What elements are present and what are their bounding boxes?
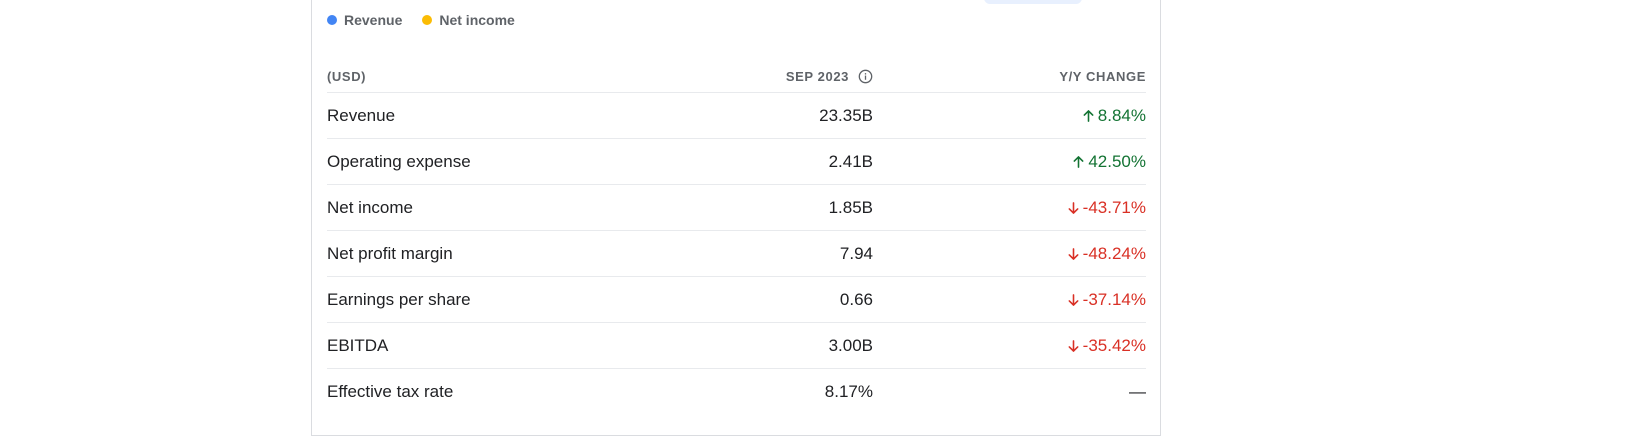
chart-legend: Revenue Net income	[327, 12, 515, 28]
row-label: Net income	[327, 197, 413, 217]
header-period: SEP 2023	[785, 69, 849, 84]
row-value: 0.66	[839, 289, 873, 309]
row-change: -43.71%	[1067, 198, 1146, 218]
arrow-down-icon	[1068, 293, 1079, 306]
row-value: 7.94	[839, 243, 873, 263]
row-value: 23.35B	[819, 105, 873, 125]
period-toggle-button[interactable]	[984, 0, 1082, 4]
row-label: Revenue	[327, 105, 396, 125]
table-row-ebitda: EBITDA 3.00B -35.42%	[327, 323, 1146, 369]
row-label: Earnings per share	[327, 289, 471, 309]
legend-label-revenue: Revenue	[344, 12, 403, 28]
revenue-dot-icon	[327, 15, 337, 25]
header-currency: (USD)	[327, 69, 367, 84]
info-icon[interactable]	[858, 69, 873, 84]
row-change: 42.50%	[1072, 152, 1146, 172]
legend-item-net-income[interactable]: Net income	[422, 12, 515, 28]
row-change-value: 42.50%	[1088, 151, 1146, 171]
row-label: Net profit margin	[327, 243, 453, 263]
row-label: Effective tax rate	[327, 381, 454, 401]
row-change: 8.84%	[1082, 106, 1146, 126]
row-value: 3.00B	[828, 335, 873, 355]
table-row-net-income: Net income 1.85B -43.71%	[327, 185, 1146, 231]
row-label: EBITDA	[327, 335, 389, 355]
table-row-revenue: Revenue 23.35B 8.84%	[327, 93, 1146, 139]
row-value: 8.17%	[824, 381, 873, 401]
row-value: 2.41B	[828, 151, 873, 171]
row-change-value: -48.24%	[1082, 243, 1146, 263]
header-change: Y/Y CHANGE	[1059, 69, 1146, 84]
row-change-value: -43.71%	[1082, 197, 1146, 217]
row-change: -37.14%	[1067, 290, 1146, 310]
row-change: -48.24%	[1067, 244, 1146, 264]
net-income-dot-icon	[422, 15, 433, 25]
row-change: —	[1129, 382, 1146, 402]
row-change: -35.42%	[1067, 336, 1146, 356]
row-change-value: -35.42%	[1082, 335, 1146, 355]
table-row-operating-expense: Operating expense 2.41B 42.50%	[327, 139, 1146, 185]
table-row-earnings-per-share: Earnings per share 0.66 -37.14%	[327, 277, 1146, 323]
legend-item-revenue[interactable]: Revenue	[327, 12, 402, 28]
row-change-value: -37.14%	[1082, 289, 1146, 309]
financials-table: (USD) SEP 2023 Y/Y CHANGE Revenue 23.35B 8…	[327, 56, 1146, 414]
arrow-up-icon	[1083, 109, 1094, 122]
table-header: (USD) SEP 2023 Y/Y CHANGE	[327, 56, 1146, 93]
arrow-down-icon	[1068, 247, 1079, 260]
row-change-value: —	[1129, 381, 1146, 401]
financials-card	[311, 0, 1161, 436]
row-change-value: 8.84%	[1097, 105, 1146, 125]
row-label: Operating expense	[327, 151, 471, 171]
table-row-net-profit-margin: Net profit margin 7.94 -48.24%	[327, 231, 1146, 277]
arrow-down-icon	[1068, 201, 1079, 214]
legend-label-net-income: Net income	[439, 12, 515, 28]
row-value: 1.85B	[828, 197, 873, 217]
arrow-up-icon	[1073, 155, 1084, 168]
table-row-effective-tax-rate: Effective tax rate 8.17% —	[327, 369, 1146, 414]
arrow-down-icon	[1068, 339, 1079, 352]
header-period-wrap: SEP 2023	[786, 69, 873, 84]
